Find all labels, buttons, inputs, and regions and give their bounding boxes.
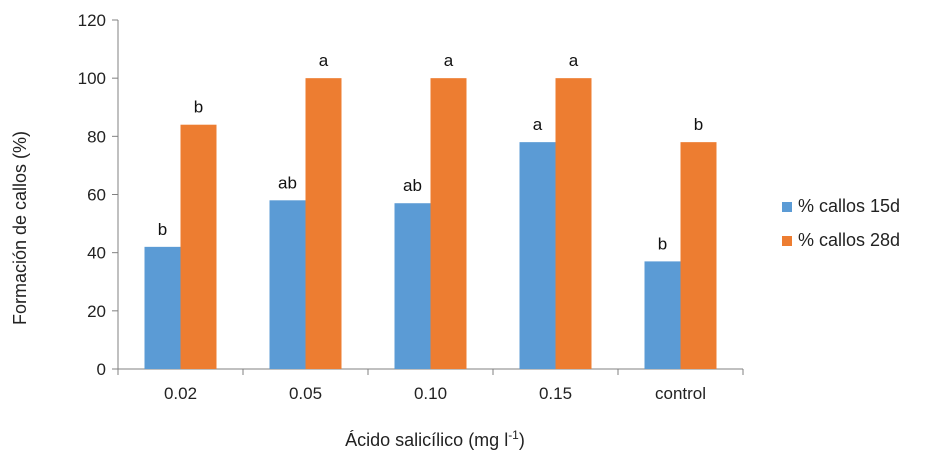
- y-tick-label: 100: [78, 69, 106, 88]
- y-axis: 0 20 40 60 80 100 120: [78, 11, 119, 379]
- bar: [644, 261, 681, 369]
- x-tick-label: 0.02: [164, 384, 197, 403]
- y-tick-label: 0: [97, 360, 106, 379]
- significance-label: b: [194, 98, 203, 117]
- significance-label: ab: [278, 173, 297, 192]
- significance-label: a: [444, 51, 454, 70]
- bar: [180, 124, 217, 369]
- y-tick-label: 60: [87, 186, 106, 205]
- bar: [305, 78, 342, 370]
- bar: [394, 203, 431, 369]
- significance-label: ab: [403, 176, 422, 195]
- significance-label: a: [533, 115, 543, 134]
- y-axis-title: Formación de callos (%): [10, 131, 30, 325]
- significance-label: b: [658, 234, 667, 253]
- significance-label: b: [158, 220, 167, 239]
- significance-label: b: [694, 115, 703, 134]
- x-axis-title-superscript: -1: [508, 428, 519, 442]
- bar: [144, 246, 181, 369]
- legend-swatch: [782, 202, 792, 212]
- x-axis-title: Ácido salicílico (mg l-1): [345, 428, 525, 450]
- x-tick-label: control: [655, 384, 706, 403]
- x-tick-label: 0.05: [289, 384, 322, 403]
- significance-label: a: [569, 51, 579, 70]
- significance-label: a: [319, 51, 329, 70]
- bar: [680, 142, 717, 369]
- x-axis-title-main: Ácido salicílico (mg l: [345, 430, 508, 450]
- bar: [269, 200, 306, 369]
- y-tick-label: 20: [87, 302, 106, 321]
- x-axis: 0.02 0.05 0.10 0.15 control: [117, 368, 744, 403]
- bars-group: [144, 78, 717, 370]
- legend-swatch: [782, 236, 792, 246]
- bar: [430, 78, 467, 370]
- x-tick-label: 0.15: [539, 384, 572, 403]
- legend: % callos 15d % callos 28d: [782, 196, 900, 250]
- y-tick-label: 120: [78, 11, 106, 30]
- x-axis-title-suffix: ): [519, 430, 525, 450]
- bar: [519, 142, 556, 369]
- legend-label: % callos 28d: [798, 230, 900, 250]
- bar: [555, 78, 592, 370]
- y-tick-label: 80: [87, 127, 106, 146]
- x-tick-label: 0.10: [414, 384, 447, 403]
- legend-label: % callos 15d: [798, 196, 900, 216]
- y-tick-label: 40: [87, 244, 106, 263]
